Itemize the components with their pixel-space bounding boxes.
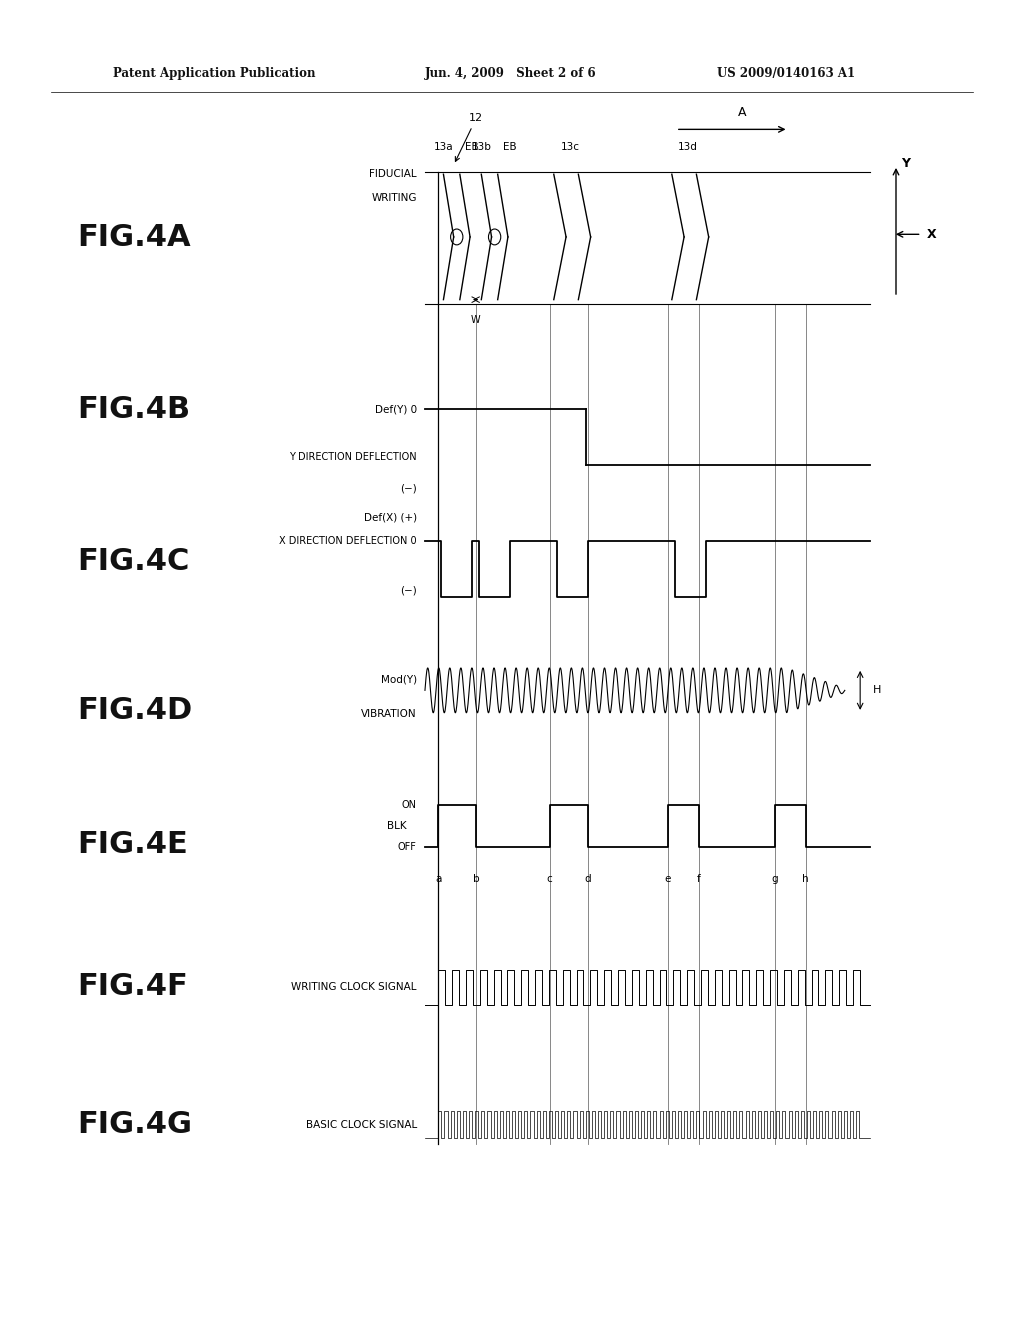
Text: FIDUCIAL: FIDUCIAL (369, 169, 417, 180)
Text: WRITING: WRITING (372, 193, 417, 203)
Text: ON: ON (401, 800, 417, 810)
Text: Jun. 4, 2009   Sheet 2 of 6: Jun. 4, 2009 Sheet 2 of 6 (425, 67, 597, 81)
Text: OFF: OFF (398, 842, 417, 853)
Text: d: d (585, 874, 591, 884)
Text: FIG.4D: FIG.4D (77, 696, 193, 725)
Text: FIG.4G: FIG.4G (77, 1110, 191, 1139)
Text: Mod(Y): Mod(Y) (381, 675, 417, 685)
Text: b: b (473, 874, 479, 884)
Text: WRITING CLOCK SIGNAL: WRITING CLOCK SIGNAL (291, 982, 417, 993)
Text: Y DIRECTION DEFLECTION: Y DIRECTION DEFLECTION (289, 451, 417, 462)
Text: BASIC CLOCK SIGNAL: BASIC CLOCK SIGNAL (305, 1119, 417, 1130)
Text: VIBRATION: VIBRATION (361, 709, 417, 719)
Text: X DIRECTION DEFLECTION 0: X DIRECTION DEFLECTION 0 (280, 536, 417, 546)
Text: h: h (803, 874, 809, 884)
Text: FIG.4E: FIG.4E (77, 830, 187, 859)
Text: c: c (547, 874, 553, 884)
Text: US 2009/0140163 A1: US 2009/0140163 A1 (717, 67, 855, 81)
Text: Patent Application Publication: Patent Application Publication (113, 67, 315, 81)
Text: Y: Y (901, 157, 910, 170)
Text: W: W (471, 315, 480, 326)
Text: g: g (771, 874, 778, 884)
Text: a: a (435, 874, 441, 884)
Text: 13c: 13c (561, 141, 580, 152)
Text: (−): (−) (400, 585, 417, 595)
Text: FIG.4C: FIG.4C (77, 546, 189, 576)
Text: H: H (872, 685, 881, 696)
Text: 13b: 13b (471, 141, 492, 152)
Text: Def(X) (+): Def(X) (+) (364, 512, 417, 523)
Text: FIG.4F: FIG.4F (77, 972, 187, 1001)
Text: Def(Y) 0: Def(Y) 0 (375, 404, 417, 414)
Text: e: e (665, 874, 671, 884)
Text: A: A (738, 106, 746, 119)
Text: FIG.4B: FIG.4B (77, 395, 189, 424)
Text: EB: EB (465, 141, 479, 152)
Text: 12: 12 (456, 114, 483, 161)
Text: 13d: 13d (678, 141, 698, 152)
Text: X: X (927, 228, 936, 240)
Text: FIG.4A: FIG.4A (77, 223, 190, 252)
Text: 13a: 13a (433, 141, 454, 152)
Text: BLK: BLK (387, 821, 407, 832)
Text: (−): (−) (400, 483, 417, 494)
Text: f: f (697, 874, 700, 884)
Text: EB: EB (503, 141, 517, 152)
